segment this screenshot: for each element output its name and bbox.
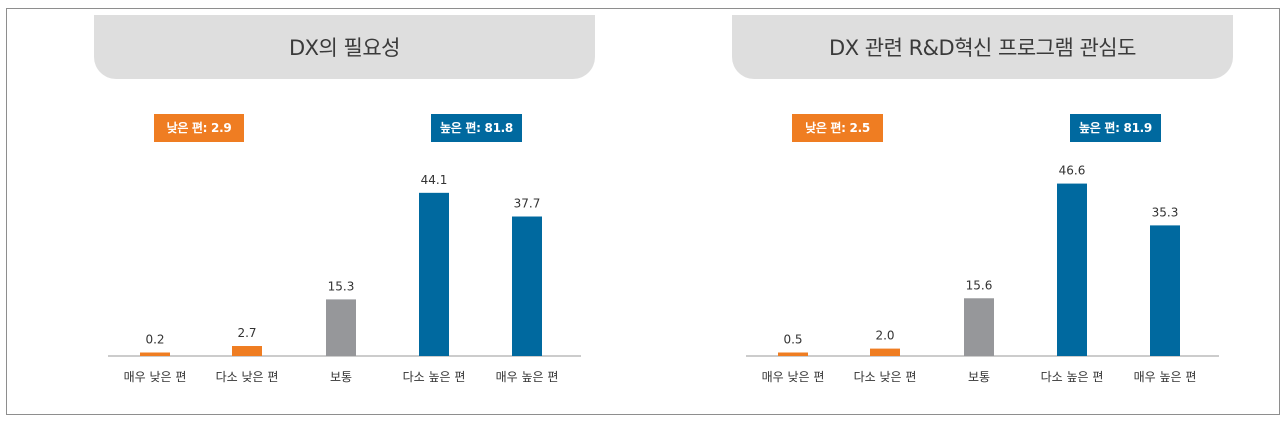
low-summary-badge: 낮은 편: 2.9: [154, 114, 244, 142]
bar-5: [512, 217, 542, 356]
bar-4: [419, 193, 449, 356]
data-label: 2.0: [875, 329, 894, 343]
data-label: 0.2: [145, 333, 164, 347]
bar-5: [1150, 225, 1180, 356]
chart-title: DX의 필요성: [94, 15, 595, 79]
bar-chart: 0.2 매우 낮은 편 2.7 다소 낮은 편 15.3 보통 44.1 다소 높은 편 37.…: [0, 150, 640, 400]
data-label: 37.7: [514, 197, 541, 211]
bar-4: [1057, 184, 1087, 356]
bar-3: [964, 298, 994, 356]
bar-2: [232, 346, 262, 356]
bar-3: [326, 299, 356, 356]
bar-chart: 0.5 매우 낮은 편 2.0 다소 낮은 편 15.6 보통 46.6 다소 높은 편 35.…: [638, 150, 1278, 400]
data-label: 35.3: [1152, 205, 1179, 219]
category-label: 매우 낮은 편: [124, 370, 187, 384]
data-label: 0.5: [783, 333, 802, 347]
bar-2: [870, 349, 900, 356]
chart-title: DX 관련 R&D혁신 프로그램 관심도: [732, 15, 1233, 79]
category-label: 보통: [330, 370, 352, 384]
data-label: 46.6: [1059, 164, 1086, 178]
category-label: 다소 높은 편: [1041, 370, 1104, 384]
bar-1: [778, 353, 808, 357]
category-label: 다소 낮은 편: [854, 370, 917, 384]
chart-panel-dx-necessity: DX의 필요성 낮은 편: 2.9 높은 편: 81.8 0.2 매우 낮은 편 2…: [0, 0, 640, 424]
data-label: 15.3: [328, 279, 355, 293]
data-label: 15.6: [966, 278, 993, 292]
category-label: 다소 높은 편: [403, 370, 466, 384]
category-label: 보통: [968, 370, 990, 384]
data-label: 2.7: [237, 326, 256, 340]
category-label: 매우 높은 편: [496, 370, 559, 384]
high-summary-badge: 높은 편: 81.9: [1070, 114, 1161, 142]
bar-1: [140, 353, 170, 357]
category-label: 매우 낮은 편: [762, 370, 825, 384]
data-label: 44.1: [421, 173, 448, 187]
category-label: 매우 높은 편: [1134, 370, 1197, 384]
category-label: 다소 낮은 편: [216, 370, 279, 384]
chart-panel-rd-program-interest: DX 관련 R&D혁신 프로그램 관심도 낮은 편: 2.5 높은 편: 81.…: [638, 0, 1278, 424]
low-summary-badge: 낮은 편: 2.5: [792, 114, 883, 142]
high-summary-badge: 높은 편: 81.8: [431, 114, 522, 142]
